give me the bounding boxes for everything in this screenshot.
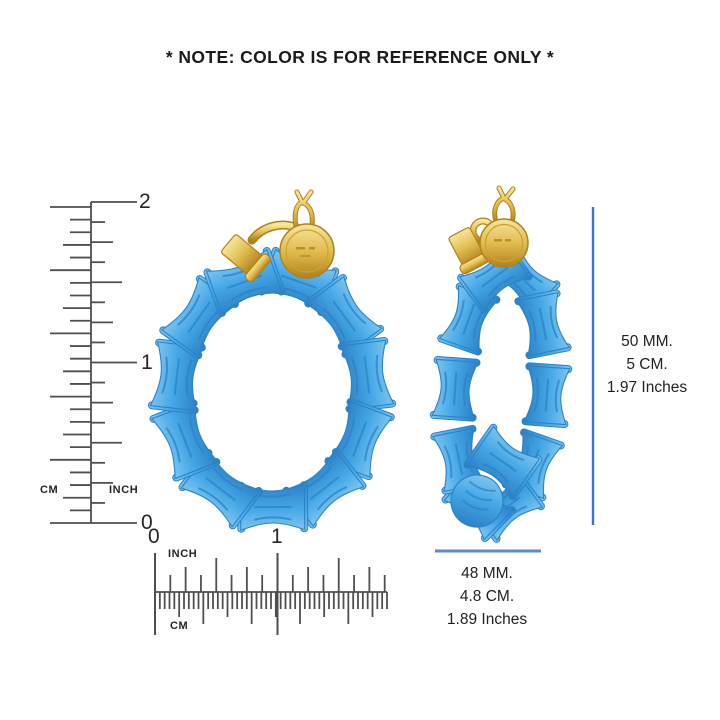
vruler-label-0: 0 <box>141 511 153 534</box>
width-dimension-text: 48 MM. 4.8 CM. 1.89 Inches <box>426 562 548 631</box>
width-mm: 48 MM. <box>461 565 513 582</box>
width-inches: 1.89 Inches <box>446 611 528 628</box>
vertical-ruler <box>50 201 137 524</box>
horizontal-ruler <box>154 553 388 635</box>
height-dimension-text: 50 MM. 5 CM. 1.97 Inches <box>591 330 703 399</box>
side-earring-coil <box>450 423 543 528</box>
side-earring-clasp <box>448 185 529 275</box>
vruler-label-2: 2 <box>139 190 151 213</box>
vruler-inch-label: INCH <box>106 484 142 496</box>
height-inches: 1.97 Inches <box>606 379 688 396</box>
front-earring <box>147 246 397 533</box>
vruler-cm-label: CM <box>37 484 62 496</box>
hruler-inch-label: INCH <box>165 548 201 560</box>
hruler-label-1: 1 <box>271 525 283 548</box>
vruler-label-1: 1 <box>141 351 153 374</box>
height-cm: 5 CM. <box>626 356 668 373</box>
width-cm: 4.8 CM. <box>459 588 515 605</box>
note-text: * NOTE: COLOR IS FOR REFERENCE ONLY * <box>165 47 555 67</box>
hruler-cm-label: CM <box>167 620 192 632</box>
height-mm: 50 MM. <box>621 333 673 350</box>
hruler-label-0: 0 <box>148 525 160 548</box>
front-earring-clasp <box>221 189 335 283</box>
